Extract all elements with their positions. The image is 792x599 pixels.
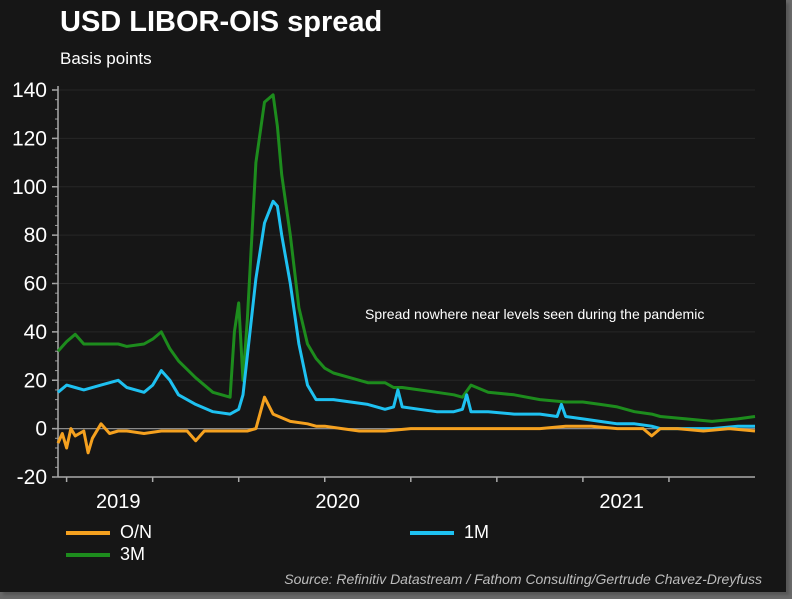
gridlines bbox=[58, 89, 755, 381]
x-year-label: 2019 bbox=[96, 491, 141, 513]
y-tick-label: 120 bbox=[12, 127, 47, 150]
legend-label-on: O/N bbox=[120, 522, 153, 542]
axis-labels: -20 0 20 40 60 80 100 120 140 2019 2020 2021 bbox=[12, 79, 644, 513]
series-line-3m bbox=[56, 93, 756, 423]
legend-item-3m: 3M bbox=[66, 544, 145, 565]
y-tick-label: 60 bbox=[24, 273, 47, 296]
y-tick-label: 40 bbox=[24, 321, 47, 344]
series-line-on bbox=[56, 395, 756, 455]
legend-label-3m: 3M bbox=[120, 544, 146, 564]
legend-swatch-on bbox=[66, 530, 110, 535]
y-tick-label: 140 bbox=[12, 79, 47, 102]
series-line-1m bbox=[57, 199, 755, 431]
y-tick-label: -20 bbox=[17, 466, 47, 489]
legend-swatch-3m bbox=[66, 552, 110, 557]
source-note: Source: Refinitiv Datastream / Fathom Co… bbox=[284, 571, 762, 587]
y-tick-label: 0 bbox=[35, 418, 47, 441]
x-year-label: 2020 bbox=[315, 491, 360, 513]
chart-subtitle: Basis points bbox=[60, 49, 152, 68]
legend-swatch-1m bbox=[410, 530, 454, 535]
y-tick-label: 80 bbox=[24, 224, 47, 247]
legend-item-1m: 1M bbox=[410, 522, 489, 543]
chart-title: USD LIBOR-OIS spread bbox=[60, 6, 383, 38]
y-tick-label: 20 bbox=[24, 369, 47, 392]
annotation-text: Spread nowhere near levels seen during t… bbox=[365, 306, 704, 322]
axes bbox=[52, 86, 755, 482]
y-tick-label: 100 bbox=[12, 176, 47, 199]
legend-label-1m: 1M bbox=[464, 522, 490, 542]
legend-item-on: O/N bbox=[66, 522, 152, 543]
x-year-label: 2021 bbox=[599, 491, 644, 513]
series-lines bbox=[56, 93, 756, 455]
